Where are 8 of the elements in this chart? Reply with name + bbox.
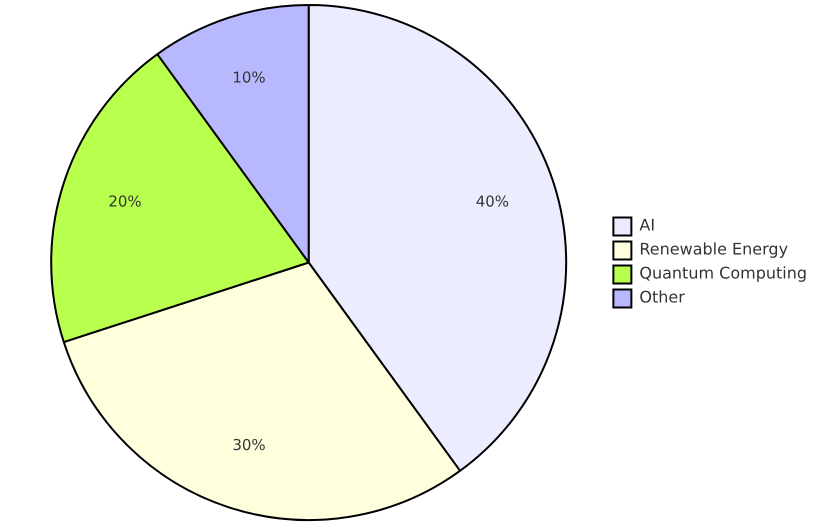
data-label: 20% bbox=[108, 192, 142, 211]
data-label: 40% bbox=[476, 192, 510, 211]
data-label: 10% bbox=[232, 68, 266, 87]
legend-label: Other bbox=[639, 288, 686, 307]
legend-label: AI bbox=[639, 216, 656, 235]
legend-label: Quantum Computing bbox=[639, 264, 807, 283]
legend-label: Renewable Energy bbox=[639, 240, 788, 259]
data-label: 30% bbox=[232, 436, 266, 454]
